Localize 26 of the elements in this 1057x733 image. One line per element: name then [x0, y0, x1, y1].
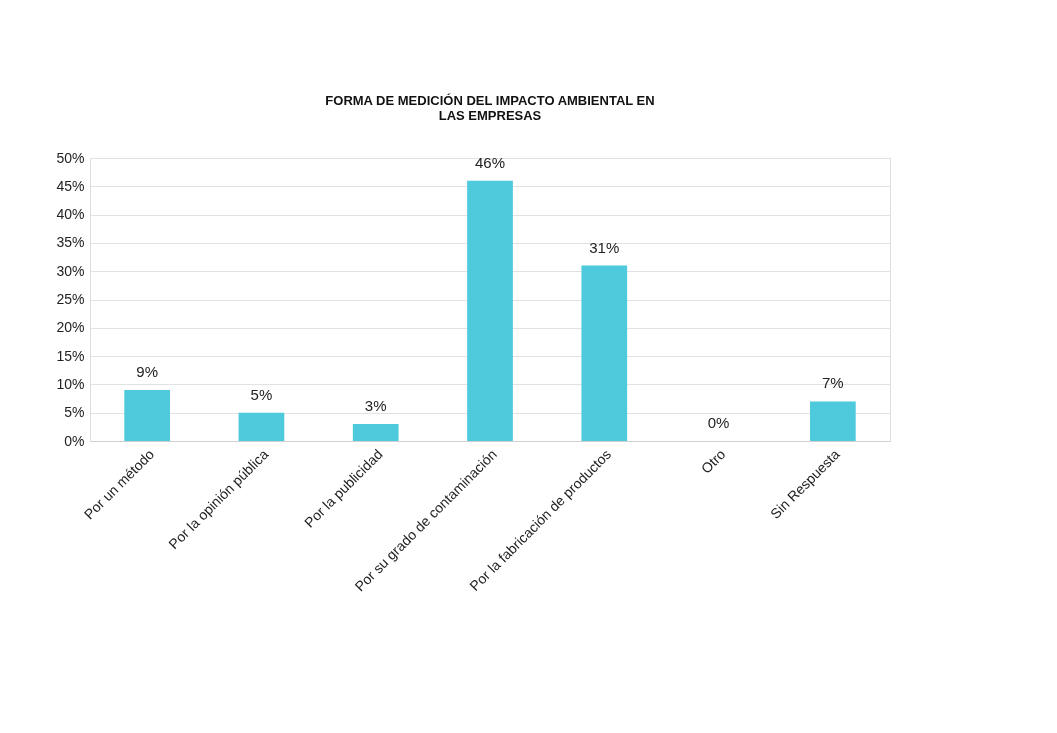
data-label: 46%: [474, 153, 506, 171]
y-tick-label: 20%: [56, 319, 85, 336]
data-label: 31%: [589, 238, 620, 256]
y-tick-label: 50%: [56, 149, 85, 166]
bar: [124, 390, 170, 441]
data-label: 3%: [364, 397, 387, 415]
x-tick-label: Otro: [697, 445, 729, 477]
chart-title: FORMA DE MEDICIÓN DEL IMPACTO AMBIENTAL EN LAS EMPRESAS: [325, 93, 655, 123]
y-tick-label: 0%: [64, 432, 85, 449]
y-tick-label: 35%: [56, 234, 85, 251]
data-label: 7%: [822, 374, 844, 392]
bar: [581, 265, 628, 441]
data-label: 0%: [707, 414, 730, 431]
y-tick-label: 5%: [64, 404, 85, 421]
y-tick-label: 10%: [56, 375, 85, 392]
bar: [467, 180, 513, 441]
bar: [352, 424, 399, 441]
y-tick-label: 30%: [56, 262, 85, 279]
y-tick-label: 40%: [56, 206, 85, 223]
bar: [810, 401, 856, 441]
y-tick-label: 45%: [56, 177, 85, 194]
y-tick-label: 15%: [56, 347, 85, 364]
data-label: 9%: [136, 363, 158, 381]
data-label: 5%: [250, 385, 273, 403]
bar: [238, 412, 285, 441]
y-tick-label: 25%: [56, 291, 85, 307]
